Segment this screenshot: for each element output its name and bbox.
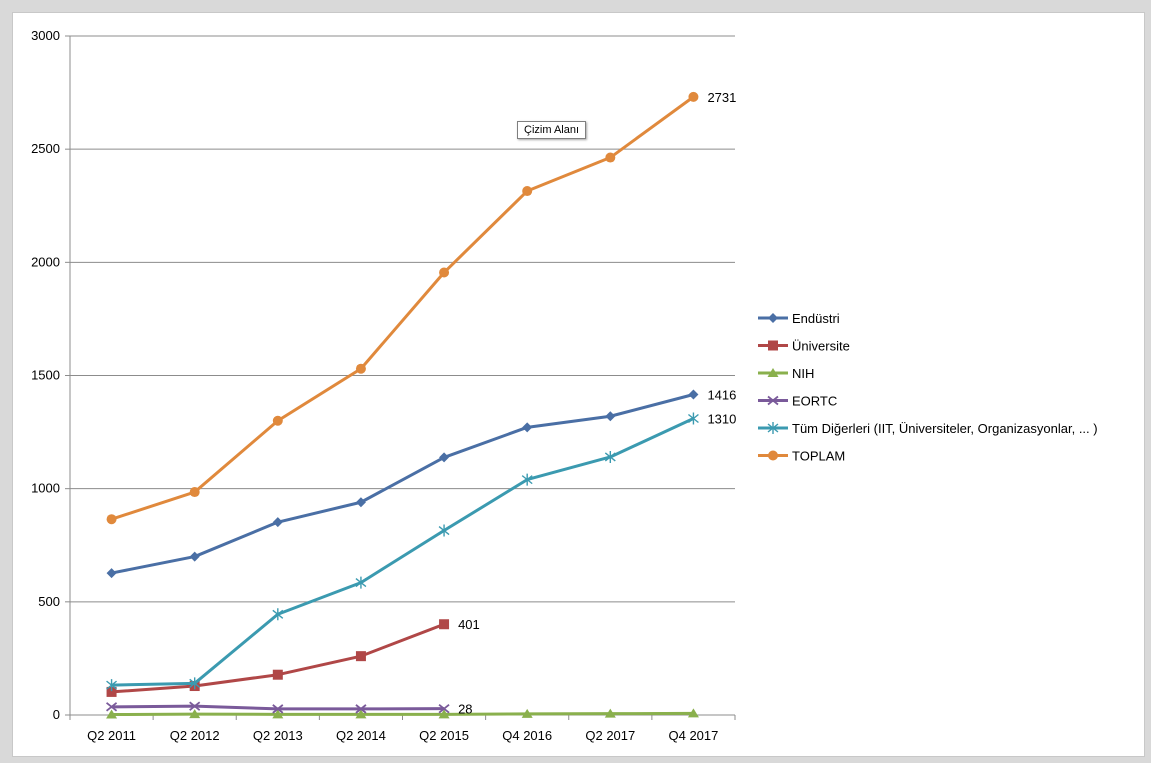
y-tick-label: 2000	[31, 254, 60, 269]
y-tick-label: 0	[53, 707, 60, 722]
data-label: 1416	[707, 388, 736, 403]
data-point-nih[interactable]	[438, 709, 450, 719]
data-point-t-m-di-erleri-iit-niversiteler-organizasyonlar[interactable]	[688, 412, 699, 425]
series-line-t-m-di-erleri-iit-niversiteler-organizasyonlar[interactable]	[111, 417, 695, 687]
data-point-eortc[interactable]	[438, 703, 450, 714]
data-point-toplam[interactable]	[605, 152, 616, 163]
chart-frame: 0 500 1000 1500 2000 2500 3000 Q2 2011 Q2 2012 Q2…	[12, 12, 1145, 757]
data-point-nih[interactable]	[272, 709, 284, 719]
data-label: 401	[458, 617, 480, 632]
series-line-toplam[interactable]	[111, 95, 695, 521]
data-point-nih[interactable]	[355, 709, 367, 719]
data-point-t-m-di-erleri-iit-niversiteler-organizasyonlar[interactable]	[189, 677, 201, 690]
data-point-nih[interactable]	[521, 708, 533, 718]
series-line-niversite[interactable]	[111, 622, 445, 694]
y-tick-label: 3000	[31, 28, 60, 43]
legend-marker-t-m-di-erleri-iit-niversiteler-organizasyonlar[interactable]	[767, 422, 779, 434]
series-line-nih[interactable]	[111, 711, 694, 717]
legend-marker-toplam[interactable]	[768, 450, 778, 461]
y-tick-label: 2500	[31, 141, 60, 156]
data-point-toplam[interactable]	[688, 91, 699, 102]
data-point-toplam[interactable]	[272, 415, 283, 426]
data-point-toplam[interactable]	[522, 186, 533, 197]
data-point-end-stri[interactable]	[522, 422, 533, 433]
data-point-end-stri[interactable]	[439, 452, 450, 463]
legend-label-end-stri[interactable]: Endüstri	[792, 311, 840, 326]
data-point-end-stri[interactable]	[688, 389, 699, 400]
data-point-niversite[interactable]	[106, 686, 117, 697]
data-point-end-stri[interactable]	[189, 551, 200, 562]
data-point-end-stri[interactable]	[355, 497, 366, 508]
data-point-eortc[interactable]	[106, 702, 118, 712]
data-point-nih[interactable]	[106, 709, 118, 719]
legend-label-toplam[interactable]: TOPLAM	[792, 449, 845, 464]
data-point-eortc[interactable]	[355, 704, 367, 714]
data-label: 28	[458, 702, 472, 717]
plot-area-tooltip: Çizim Alanı	[517, 121, 587, 139]
data-point-niversite[interactable]	[439, 619, 450, 630]
data-point-end-stri[interactable]	[272, 517, 283, 528]
data-point-t-m-di-erleri-iit-niversiteler-organizasyonlar[interactable]	[355, 576, 367, 589]
x-tick-label: Q2 2012	[170, 728, 220, 743]
data-point-end-stri[interactable]	[106, 568, 117, 579]
data-point-eortc[interactable]	[272, 704, 284, 714]
series-line-end-stri[interactable]	[111, 393, 694, 575]
line-chart[interactable]: 0 500 1000 1500 2000 2500 3000 Q2 2011 Q2 2012 Q2…	[13, 13, 1146, 758]
data-point-end-stri[interactable]	[605, 411, 616, 422]
data-point-toplam[interactable]	[189, 487, 200, 498]
legend-marker-end-stri[interactable]	[768, 313, 778, 323]
data-point-t-m-di-erleri-iit-niversiteler-organizasyonlar[interactable]	[272, 608, 284, 621]
x-tick-label: Q2 2013	[253, 728, 303, 743]
data-point-niversite[interactable]	[272, 669, 283, 680]
y-tick-label: 500	[38, 594, 60, 609]
legend-marker-nih[interactable]	[767, 368, 779, 377]
data-point-toplam[interactable]	[439, 267, 450, 278]
data-label: 1310	[707, 412, 736, 427]
x-tick-label: Q4 2016	[502, 728, 552, 743]
x-tick-label: Q2 2014	[336, 728, 386, 743]
y-tick-label: 1500	[31, 368, 60, 383]
x-tick-label: Q4 2017	[669, 728, 719, 743]
data-point-t-m-di-erleri-iit-niversiteler-organizasyonlar[interactable]	[106, 679, 118, 692]
legend-marker-eortc[interactable]	[767, 395, 779, 406]
x-tick-label: Q2 2017	[585, 728, 635, 743]
y-tick-label: 1000	[31, 481, 60, 496]
data-point-t-m-di-erleri-iit-niversiteler-organizasyonlar[interactable]	[521, 473, 533, 486]
data-point-nih[interactable]	[687, 708, 699, 718]
x-tick-label: Q2 2015	[419, 728, 469, 743]
legend-label-nih[interactable]: NIH	[792, 366, 814, 381]
data-point-toplam[interactable]	[106, 514, 117, 525]
data-point-toplam[interactable]	[355, 363, 366, 374]
data-point-t-m-di-erleri-iit-niversiteler-organizasyonlar[interactable]	[604, 450, 616, 463]
legend-label-t-m-di-erleri-iit-niversiteler-organizasyonlar[interactable]: Tüm Diğerleri (IIT, Üniversiteler, Organ…	[792, 421, 1098, 436]
x-tick-label: Q2 2011	[87, 728, 136, 743]
data-point-t-m-di-erleri-iit-niversiteler-organizasyonlar[interactable]	[438, 524, 450, 537]
data-point-niversite[interactable]	[355, 651, 366, 662]
data-label: 2731	[707, 90, 736, 105]
data-point-nih[interactable]	[604, 708, 616, 718]
legend-label-eortc[interactable]: EORTC	[792, 394, 837, 409]
legend-marker-niversite[interactable]	[768, 340, 778, 351]
data-point-nih[interactable]	[189, 709, 201, 719]
data-point-eortc[interactable]	[189, 701, 201, 711]
legend-label-niversite[interactable]: Üniversite	[792, 339, 850, 354]
